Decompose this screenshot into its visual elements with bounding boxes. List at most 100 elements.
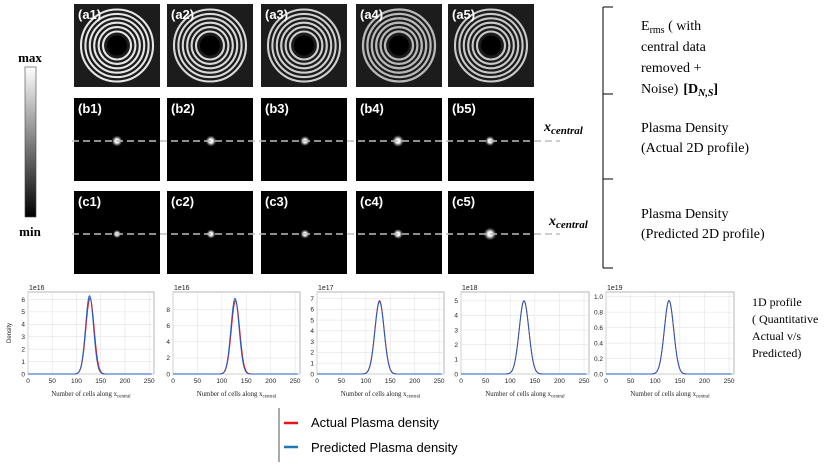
legend: Actual Plasma density Predicted Plasma d…	[278, 408, 458, 462]
x-tick-label: 200	[265, 378, 276, 385]
x-tick-label: 150	[674, 378, 685, 385]
y-tick-label: 4	[310, 328, 314, 335]
y-tick-label: 3	[310, 339, 314, 346]
colorbar-max-label: max	[18, 50, 42, 65]
panel-label: (b1)	[78, 101, 102, 116]
panel-label: (a1)	[78, 7, 101, 22]
y-tick-label: 4	[166, 339, 170, 346]
x-tick-label: 100	[360, 378, 371, 385]
central-line-b-label: xcentral	[543, 120, 584, 137]
series-line-predicted	[317, 301, 442, 375]
y-tick-label: 4	[21, 322, 25, 329]
panel-a4: (a4)	[356, 4, 442, 87]
y-tick-label: 6	[21, 297, 25, 304]
x-tick-label: 0	[459, 378, 463, 385]
label-row-b-line2: (Actual 2D profile)	[641, 141, 749, 156]
plot-area	[605, 291, 735, 375]
profile-label-line4: Predicted)	[752, 346, 801, 360]
x-tick-label: 250	[579, 378, 590, 385]
y-tick-label: 0.2	[594, 356, 603, 363]
y-tick-label: 2	[454, 342, 458, 349]
x-tick-label: 200	[554, 378, 565, 385]
panel-label: (b5)	[452, 101, 476, 116]
y-tick-label: 6	[310, 307, 314, 314]
y-tick-label: 0	[21, 371, 25, 378]
series-line-predicted	[28, 294, 152, 375]
panel-b4: (b4)	[356, 98, 442, 181]
y-tick-label: 0.8	[594, 309, 603, 316]
x-tick-label: 100	[650, 378, 661, 385]
x-axis-label: Number of cells along xcentral	[197, 391, 277, 400]
panel-label: (c5)	[452, 194, 475, 209]
label-row-b: Plasma Density (Actual 2D profile)	[641, 121, 749, 156]
panel-c1: (c1)	[74, 191, 160, 274]
profile-label: 1D profile ( Quantitative Actual v/s Pre…	[752, 295, 818, 360]
x-tick-label: 50	[194, 378, 202, 385]
label-row-c-line2: (Predicted 2D profile)	[641, 227, 765, 242]
panel-a5: (a5)	[448, 4, 534, 87]
x-tick-label: 200	[119, 378, 130, 385]
y-tick-label: 1	[310, 361, 314, 368]
image-panels: (a1) (a2) (a3) (a4) (a5) (b1) (b2) (b3) (b4) (b5)…	[74, 4, 534, 274]
y-tick-label: 1.0	[594, 294, 603, 301]
x-tick-label: 250	[724, 378, 735, 385]
scale-label: 1e19	[607, 285, 623, 292]
label-row-a-line2: central data	[641, 40, 707, 55]
panel-label: (c1)	[78, 194, 101, 209]
profile-label-line2: ( Quantitative	[752, 312, 818, 326]
x-axis-label: Number of cells along xcentral	[341, 391, 421, 400]
scale-label: 1e16	[29, 285, 45, 292]
label-row-a-line4: Noise) [DN,S]	[641, 82, 718, 99]
series-line-predicted	[173, 297, 298, 375]
y-tick-label: 7	[310, 296, 314, 303]
x-tick-label: 0	[315, 378, 319, 385]
y-tick-label: 0	[454, 371, 458, 378]
x-tick-label: 150	[95, 378, 106, 385]
panel-label: (a5)	[452, 7, 475, 22]
y-axis-label: Density	[7, 323, 13, 343]
x-tick-label: 200	[409, 378, 420, 385]
panel-c4: (c4)	[356, 191, 442, 274]
legend-predicted-label: Predicted Plasma density	[311, 440, 458, 455]
y-tick-label: 1	[21, 359, 25, 366]
x-tick-label: 250	[434, 378, 445, 385]
label-row-a-line3: removed +	[641, 61, 701, 76]
x-tick-label: 200	[699, 378, 710, 385]
x-tick-label: 100	[71, 378, 82, 385]
label-row-b-line1: Plasma Density	[641, 121, 729, 136]
panel-label: (b4)	[360, 101, 384, 116]
x-axis-label: Number of cells along xcentral	[630, 391, 710, 400]
panel-b3: (b3)	[261, 98, 347, 181]
y-tick-label: 2	[166, 355, 170, 362]
colorbar: max min	[18, 50, 42, 239]
panel-label: (b3)	[265, 101, 289, 116]
x-tick-label: 100	[505, 378, 516, 385]
y-tick-label: 5	[454, 298, 458, 305]
y-tick-label: 4	[454, 313, 458, 320]
profile-chart-2: 0 50 100 150 200 250 0 2 4 6 8 1e16 Number of cells …	[166, 285, 301, 400]
panel-label: (a4)	[360, 7, 383, 22]
x-tick-label: 150	[529, 378, 540, 385]
panel-a2: (a2)	[167, 4, 253, 87]
y-tick-label: 6	[166, 323, 170, 330]
y-tick-label: 3	[21, 334, 25, 341]
panel-a3: (a3)	[261, 4, 347, 87]
panel-label: (a3)	[265, 7, 288, 22]
panel-b2: (b2)	[167, 98, 253, 181]
panel-a1: (a1)	[74, 4, 160, 87]
panel-label: (b2)	[171, 101, 195, 116]
colorbar-min-label: min	[19, 224, 41, 239]
y-tick-label: 3	[454, 327, 458, 334]
x-axis-label: Number of cells along xcentral	[51, 391, 131, 400]
plot-area	[316, 291, 445, 375]
y-tick-label: 0	[310, 371, 314, 378]
x-tick-label: 0	[26, 378, 30, 385]
x-tick-label: 150	[241, 378, 252, 385]
right-bracket	[602, 6, 613, 269]
legend-actual-label: Actual Plasma density	[311, 415, 439, 430]
series-line-predicted	[606, 299, 732, 375]
profile-label-line3: Actual v/s	[752, 329, 801, 343]
y-tick-label: 0.6	[594, 325, 603, 332]
x-tick-label: 0	[604, 378, 608, 385]
x-tick-label: 150	[385, 378, 396, 385]
